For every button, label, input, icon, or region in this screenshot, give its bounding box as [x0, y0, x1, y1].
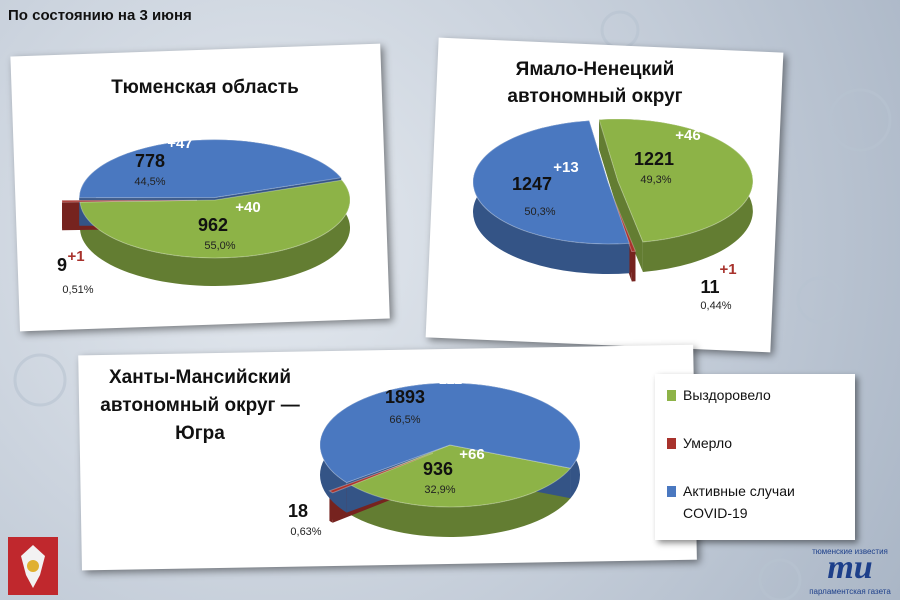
legend-label: Выздоровело — [683, 387, 771, 403]
legend-item: Умерло — [667, 432, 843, 454]
pie-side — [80, 180, 351, 287]
pie-slice — [609, 190, 637, 253]
legend-label: Умерло — [683, 435, 733, 451]
value-label: 11 — [700, 277, 719, 297]
value-label: 936 — [423, 459, 453, 479]
legend-label: Активные случаи COVID-19 — [683, 483, 795, 521]
chart-title: Югра — [175, 423, 225, 444]
percent-label: 0,44% — [700, 300, 731, 312]
change-label: +47 — [167, 135, 192, 152]
percent-label: 32,9% — [424, 484, 455, 496]
pie-chart: Ханты-Мансийский автономный округ — Югра 93… — [100, 367, 581, 538]
pie-slice — [472, 120, 631, 245]
legend-item: Активные случаи COVID-19 — [667, 480, 843, 524]
percent-label: 55,0% — [204, 240, 235, 252]
change-label: +111 — [430, 371, 462, 388]
pie-chart: Тюменская область 962 55,0% +40 9 0,51% +1 778 4… — [57, 77, 351, 296]
pie-slice — [61, 199, 198, 203]
pie-slice — [319, 382, 581, 484]
logo-bottom: парламентская газета — [809, 587, 891, 596]
change-label: +13 — [553, 159, 578, 176]
percent-label: 49,3% — [640, 174, 671, 186]
change-label: +46 — [675, 127, 700, 144]
legend-swatch — [667, 486, 676, 497]
value-label: 778 — [135, 151, 165, 171]
value-label: 9 — [57, 255, 67, 275]
pie-chart: Ямало-Ненецкий автономный округ 1221 49,3% +… — [472, 59, 754, 312]
emblem — [8, 537, 58, 595]
chart-title: автономный округ — [507, 86, 682, 107]
change-label: +66 — [459, 446, 484, 463]
pie-slice — [328, 452, 433, 494]
value-label: 1893 — [385, 387, 425, 407]
legend-item: Выздоровело — [667, 384, 843, 406]
percent-label: 0,63% — [290, 526, 321, 538]
change-label: +40 — [235, 199, 260, 216]
pie-slice — [348, 444, 572, 508]
chart-title: Ханты-Мансийский — [109, 367, 291, 388]
legend-swatch — [667, 390, 676, 401]
chart-title: Ямало-Ненецкий — [516, 59, 675, 80]
charts: Тюменская область 962 55,0% +40 9 0,51% +1 778 4… — [57, 59, 754, 538]
percent-label: 50,3% — [524, 206, 555, 218]
change-label: +1 — [67, 248, 84, 265]
legend-swatch — [667, 438, 676, 449]
chart-title: Тюменская область — [111, 77, 299, 98]
pie-slice — [79, 179, 351, 259]
change-label: +1 — [719, 261, 736, 278]
value-label: 962 — [198, 215, 228, 235]
pie-side — [349, 468, 571, 537]
percent-label: 44,5% — [134, 176, 165, 188]
logo-top: тюменские известия — [812, 547, 888, 556]
percent-label: 66,5% — [389, 414, 420, 426]
legend: Выздоровело Умерло Активные случаи COVID-1… — [655, 374, 855, 540]
pie-slice — [598, 118, 754, 243]
value-label: 1247 — [512, 174, 552, 194]
value-label: 1221 — [634, 149, 674, 169]
pie-side — [599, 119, 643, 272]
value-label: 18 — [288, 501, 308, 521]
header: По состоянию на 3 июня — [8, 7, 192, 24]
logo-mark: ти — [827, 549, 872, 586]
pie-slice — [78, 139, 343, 199]
chart-title: автономный округ — — [100, 395, 299, 416]
percent-label: 0,51% — [62, 284, 93, 296]
